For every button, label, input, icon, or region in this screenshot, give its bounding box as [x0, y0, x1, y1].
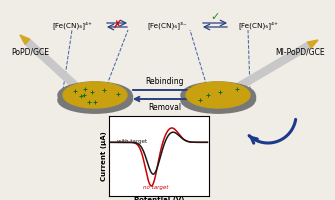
Ellipse shape: [186, 82, 250, 108]
Polygon shape: [181, 95, 255, 100]
Ellipse shape: [58, 82, 132, 108]
Y-axis label: Current (μA): Current (μA): [102, 131, 108, 181]
Text: MI-PoPD/GCE: MI-PoPD/GCE: [275, 47, 325, 56]
Text: Removal: Removal: [148, 103, 182, 112]
Polygon shape: [58, 95, 132, 100]
Text: ✓: ✓: [210, 12, 220, 22]
Polygon shape: [308, 40, 318, 48]
Text: [Fe(CN)₆]⁴⁺: [Fe(CN)₆]⁴⁺: [238, 21, 278, 29]
Text: no target: no target: [143, 186, 169, 190]
Ellipse shape: [181, 87, 255, 113]
X-axis label: Potential (V): Potential (V): [134, 197, 184, 200]
Ellipse shape: [181, 82, 255, 108]
Text: [Fe(CN)₆]⁴⁺: [Fe(CN)₆]⁴⁺: [52, 21, 92, 29]
Ellipse shape: [63, 82, 127, 108]
Polygon shape: [20, 35, 30, 44]
Text: with target: with target: [117, 139, 147, 144]
Text: Rebinding: Rebinding: [146, 77, 184, 86]
Text: PoPD/GCE: PoPD/GCE: [11, 47, 49, 56]
Ellipse shape: [58, 87, 132, 113]
Text: [Fe(CN)₆]³⁻: [Fe(CN)₆]³⁻: [147, 21, 187, 29]
Text: ✗: ✗: [112, 20, 122, 30]
Polygon shape: [231, 42, 311, 93]
Polygon shape: [25, 39, 82, 93]
